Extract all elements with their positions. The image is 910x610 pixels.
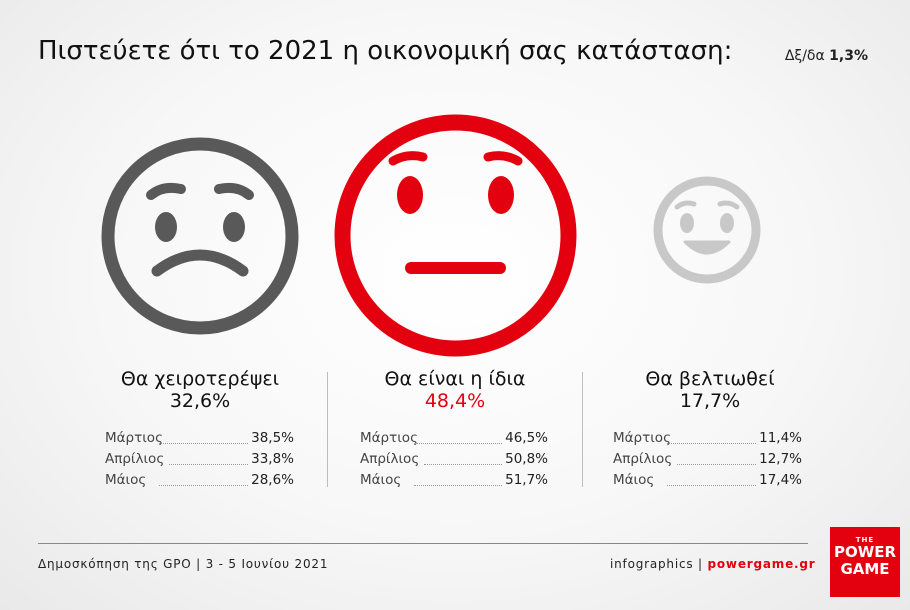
history-value: 17,4% — [759, 472, 802, 488]
history-row: Μάιος 17,4% — [613, 472, 802, 493]
category-value: 17,7% — [679, 390, 741, 412]
category-better: Θα βελτιωθεί 17,7% — [610, 368, 810, 412]
history-value: 51,7% — [505, 472, 548, 488]
history-value: 46,5% — [505, 430, 548, 446]
category-label: Θα βελτιωθεί — [645, 368, 775, 390]
power-game-logo: THE POWER GAME — [830, 527, 900, 597]
source-note: Δημοσκόπηση της GPO | 3 - 5 Ιουνίου 2021 — [38, 557, 329, 571]
credit-site: powergame.gr — [707, 557, 816, 571]
logo-line2: GAME — [840, 560, 890, 578]
logo-line1: POWER — [833, 543, 897, 561]
column-divider — [582, 372, 583, 487]
history-value: 28,6% — [251, 472, 294, 488]
credit-prefix: infographics | — [610, 557, 703, 571]
footer-divider — [38, 543, 808, 544]
credit: infographics | powergame.gr — [610, 557, 815, 571]
column-divider — [327, 372, 328, 487]
category-same: Θα είναι η ίδια 48,4% — [355, 368, 555, 412]
category-worse: Θα χειροτερέψει 32,6% — [100, 368, 300, 412]
month-label: Μάρτιος — [105, 430, 163, 446]
history-row: Μάρτιος 46,5% — [360, 430, 548, 451]
history-row: Μάιος 28,6% — [105, 472, 294, 493]
history-value: 50,8% — [505, 451, 548, 467]
month-label: Απρίλιος — [613, 451, 673, 467]
category-label: Θα χειροτερέψει — [120, 368, 280, 390]
category-value: 48,4% — [424, 390, 486, 412]
page-title: Πιστεύετε ότι το 2021 η οικονομική σας κ… — [38, 36, 733, 66]
history-row: Απρίλιος 50,8% — [360, 451, 548, 472]
history-same: Μάρτιος 46,5% Απρίλιος 50,8% Μάιος 51,7% — [360, 430, 548, 493]
month-label: Απρίλιος — [105, 451, 165, 467]
category-value: 32,6% — [169, 390, 231, 412]
margin-value: 1,3% — [829, 48, 868, 64]
history-value: 33,8% — [251, 451, 294, 467]
history-worse: Μάρτιος 38,5% Απρίλιος 33,8% Μάιος 28,6% — [105, 430, 294, 493]
history-value: 11,4% — [759, 430, 802, 446]
month-label: Μάιος — [105, 472, 147, 488]
month-label: Μάιος — [360, 472, 402, 488]
sad-face-icon — [101, 137, 299, 335]
history-better: Μάρτιος 11,4% Απρίλιος 12,7% Μάιος 17,4% — [613, 430, 802, 493]
category-label: Θα είναι η ίδια — [384, 368, 526, 390]
history-row: Απρίλιος 12,7% — [613, 451, 802, 472]
month-label: Μάιος — [613, 472, 655, 488]
month-label: Μάρτιος — [360, 430, 418, 446]
month-label: Μάρτιος — [613, 430, 671, 446]
history-row: Μάρτιος 38,5% — [105, 430, 294, 451]
history-value: 38,5% — [251, 430, 294, 446]
month-label: Απρίλιος — [360, 451, 420, 467]
history-row: Απρίλιος 33,8% — [105, 451, 294, 472]
history-value: 12,7% — [759, 451, 802, 467]
logo-the: THE — [855, 536, 875, 544]
history-row: Μάιος 51,7% — [360, 472, 548, 493]
history-row: Μάρτιος 11,4% — [613, 430, 802, 451]
happy-face-icon — [653, 176, 761, 284]
neutral-face-icon — [334, 114, 577, 357]
margin-label: Δξ/δα — [784, 48, 825, 64]
margin-of-error: Δξ/δα 1,3% — [785, 48, 868, 64]
